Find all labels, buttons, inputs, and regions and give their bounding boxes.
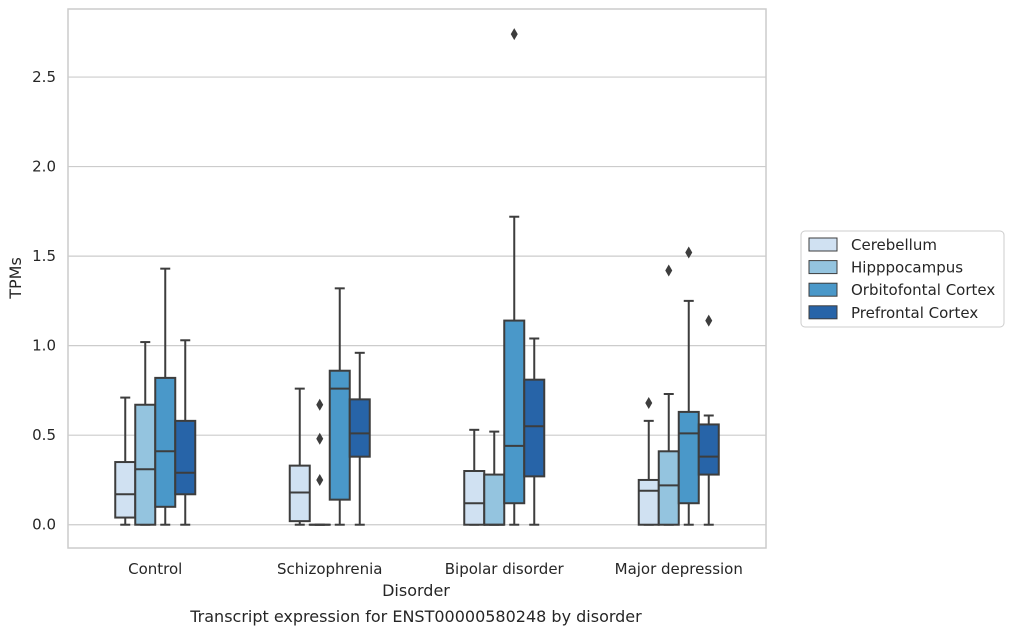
- chart-caption: Transcript expression for ENST0000058024…: [189, 607, 642, 626]
- box-1-3: [657, 264, 680, 526]
- legend-swatch: [808, 282, 838, 297]
- box-1-2: [483, 430, 506, 526]
- box-body: [154, 376, 177, 508]
- plot-frame: [67, 8, 767, 549]
- outlier-marker: [316, 473, 324, 486]
- box-body: [697, 423, 720, 476]
- legend-swatch: [808, 260, 838, 275]
- legend-frame: [800, 230, 1005, 328]
- box-1-1: [308, 398, 331, 526]
- y-tick-label: 1.5: [32, 247, 56, 265]
- box-3-3: [697, 314, 720, 526]
- outlier-marker: [316, 432, 324, 445]
- box-body: [657, 450, 680, 526]
- box-0-1: [288, 387, 311, 526]
- outlier-marker: [685, 246, 693, 259]
- box-body: [503, 319, 526, 505]
- y-tick-label: 1.0: [32, 337, 56, 355]
- y-tick-label: 0.5: [32, 426, 56, 444]
- x-axis-label: Disorder: [382, 581, 450, 600]
- box-body: [637, 478, 660, 526]
- outlier-marker: [645, 396, 653, 409]
- y-tick-label: 0.0: [32, 516, 56, 534]
- box-body: [134, 403, 157, 526]
- y-tick-label: 2.5: [32, 68, 56, 86]
- x-tick-label: Bipolar disorder: [445, 560, 565, 578]
- box-body: [463, 470, 486, 526]
- y-tick-label: 2.0: [32, 158, 56, 176]
- legend-label: Orbitofontal Cortex: [851, 281, 995, 299]
- box-3-1: [348, 351, 371, 526]
- legend-swatch: [808, 305, 838, 320]
- legend-swatch: [808, 237, 838, 252]
- outlier-marker: [665, 264, 673, 277]
- x-tick-label: Schizophrenia: [277, 560, 382, 578]
- box-3-2: [523, 337, 546, 526]
- box-0-0: [114, 396, 137, 526]
- box-3-0: [174, 339, 197, 526]
- box-2-3: [677, 246, 700, 526]
- legend-label: Hipppocampus: [851, 259, 963, 277]
- box-groups: [114, 28, 720, 526]
- outlier-marker: [705, 314, 713, 327]
- box-body: [174, 419, 197, 496]
- box-2-1: [328, 287, 351, 526]
- legend-label: Prefrontal Cortex: [851, 304, 978, 322]
- box-body: [348, 398, 371, 458]
- box-body: [328, 369, 351, 501]
- y-axis-label: TPMs: [6, 257, 25, 300]
- box-body: [523, 378, 546, 478]
- x-tick-label: Control: [128, 560, 182, 578]
- x-axis-ticks: Control Schizophrenia Bipolar disorder Majo…: [128, 560, 743, 578]
- y-axis-ticks: 0.0 0.5 1.0 1.5 2.0 2.5: [32, 68, 56, 534]
- box-body: [677, 410, 700, 505]
- x-tick-label: Major depression: [615, 560, 743, 578]
- box-0-3: [637, 396, 660, 526]
- box-body: [114, 461, 137, 519]
- legend-label: Cerebellum: [851, 236, 937, 254]
- outlier-marker: [510, 28, 518, 41]
- outlier-marker: [316, 398, 324, 411]
- legend: Cerebellum Hipppocampus Orbitofontal Corte…: [800, 230, 1005, 328]
- box-body: [483, 473, 506, 526]
